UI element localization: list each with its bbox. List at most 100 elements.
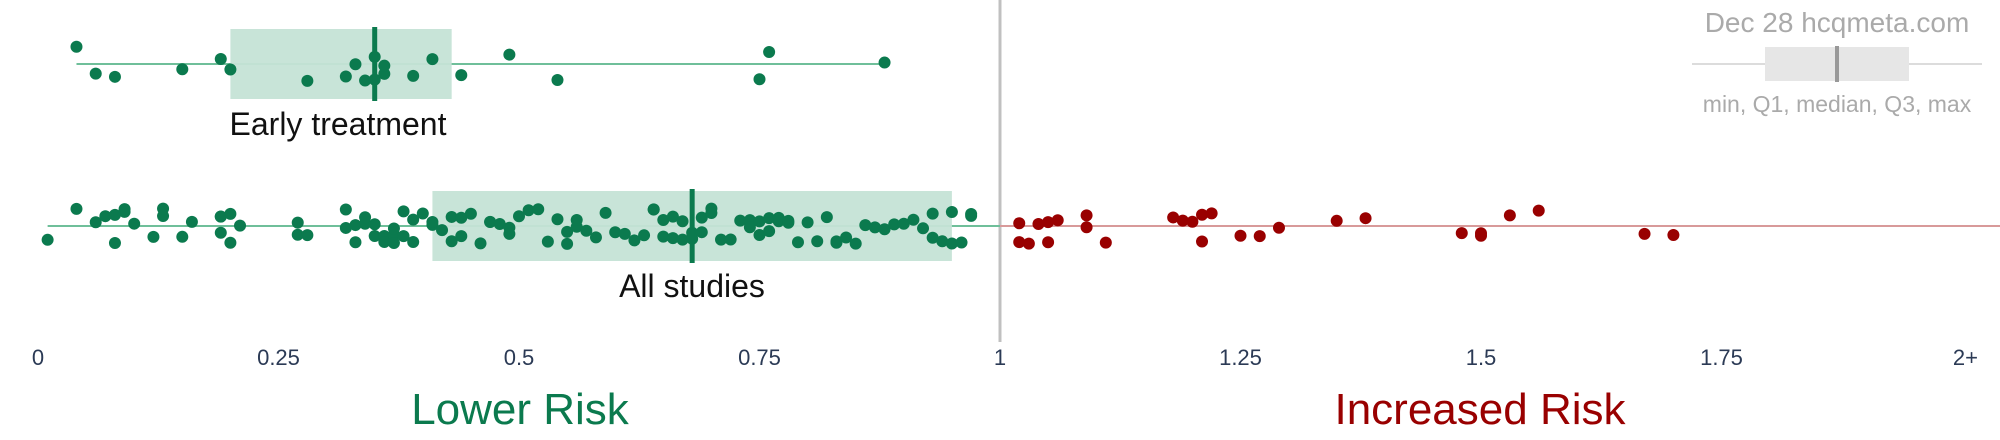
- data-point: [349, 58, 362, 71]
- data-point: [455, 69, 468, 82]
- x-tick-label: 1.75: [1700, 345, 1743, 370]
- data-point: [445, 210, 458, 223]
- data-point: [753, 73, 766, 86]
- data-point: [1205, 207, 1218, 220]
- data-point: [359, 74, 372, 87]
- data-point: [349, 236, 362, 249]
- data-point: [724, 233, 737, 246]
- legend-caption: min, Q1, median, Q3, max: [1703, 91, 1972, 117]
- data-point: [1253, 230, 1266, 243]
- data-point: [416, 207, 429, 220]
- all-studies-label: All studies: [619, 268, 765, 304]
- data-point: [1532, 204, 1545, 217]
- data-point: [1032, 217, 1045, 230]
- data-point: [41, 233, 54, 246]
- data-point: [234, 219, 247, 232]
- iqr-box: [230, 29, 452, 99]
- data-point: [503, 227, 516, 240]
- data-point: [1638, 227, 1651, 240]
- data-point: [926, 231, 939, 244]
- data-point: [349, 219, 362, 232]
- data-point: [108, 237, 121, 250]
- data-point: [214, 53, 227, 66]
- data-point: [339, 221, 352, 234]
- data-point: [1080, 209, 1093, 222]
- legend-date-site: Dec 28 hcqmeta.com: [1705, 7, 1970, 38]
- data-point: [368, 229, 381, 242]
- data-point: [70, 202, 83, 215]
- data-point: [917, 222, 930, 235]
- data-point: [339, 203, 352, 216]
- data-point: [763, 225, 776, 238]
- data-point: [1099, 236, 1112, 249]
- data-point: [840, 231, 853, 244]
- data-point: [291, 228, 304, 241]
- data-point: [1475, 229, 1487, 242]
- data-point: [426, 215, 439, 228]
- data-point: [378, 236, 391, 249]
- data-point: [1455, 227, 1468, 240]
- data-point: [1013, 236, 1026, 249]
- lower-risk-label: Lower Risk: [411, 385, 630, 434]
- data-point: [782, 214, 795, 227]
- data-point: [1667, 228, 1680, 241]
- data-point: [907, 213, 920, 226]
- data-point: [89, 216, 102, 229]
- data-point: [445, 235, 458, 248]
- data-point: [70, 40, 83, 53]
- data-point: [715, 233, 728, 246]
- data-point: [676, 215, 689, 228]
- data-point: [455, 211, 468, 224]
- data-point: [378, 59, 391, 72]
- data-point: [618, 227, 631, 240]
- x-tick-label: 0.5: [504, 345, 535, 370]
- data-point: [185, 215, 198, 228]
- data-point: [176, 230, 189, 243]
- data-point: [339, 70, 352, 83]
- data-point: [1042, 216, 1055, 229]
- data-point: [493, 218, 506, 231]
- data-point: [849, 237, 862, 250]
- data-point: [214, 210, 227, 223]
- x-tick-label: 1.25: [1219, 345, 1262, 370]
- data-point: [532, 203, 545, 216]
- data-point: [676, 233, 689, 246]
- legend: Dec 28 hcqmeta.com min, Q1, median, Q3, …: [1692, 7, 1982, 117]
- data-point: [359, 211, 372, 224]
- data-point: [753, 215, 766, 228]
- data-point: [599, 206, 612, 219]
- data-point: [551, 73, 564, 86]
- data-point: [224, 207, 237, 220]
- data-point: [1186, 215, 1199, 228]
- data-point: [868, 221, 881, 234]
- data-point: [580, 224, 593, 237]
- data-point: [589, 231, 602, 244]
- data-point: [503, 48, 516, 61]
- data-point: [936, 235, 949, 248]
- data-point: [108, 208, 121, 221]
- data-point: [1503, 209, 1516, 222]
- data-point: [657, 214, 670, 227]
- data-point: [801, 216, 814, 229]
- data-point: [743, 221, 756, 234]
- data-point: [436, 224, 449, 237]
- data-point: [561, 237, 574, 250]
- data-point: [1080, 221, 1093, 234]
- data-point: [628, 234, 641, 247]
- data-point: [657, 230, 670, 243]
- data-point: [118, 203, 131, 216]
- data-point: [1167, 211, 1180, 224]
- increased-risk-label: Increased Risk: [1334, 385, 1626, 434]
- data-point: [1330, 214, 1343, 227]
- data-point: [397, 230, 410, 243]
- data-point: [464, 207, 477, 220]
- data-point: [859, 219, 872, 232]
- data-point: [965, 207, 978, 220]
- data-point: [89, 67, 102, 80]
- data-point: [214, 226, 227, 239]
- series-all-studies: [41, 189, 2000, 263]
- data-point: [705, 206, 718, 219]
- data-point: [609, 226, 622, 239]
- data-point: [368, 218, 381, 231]
